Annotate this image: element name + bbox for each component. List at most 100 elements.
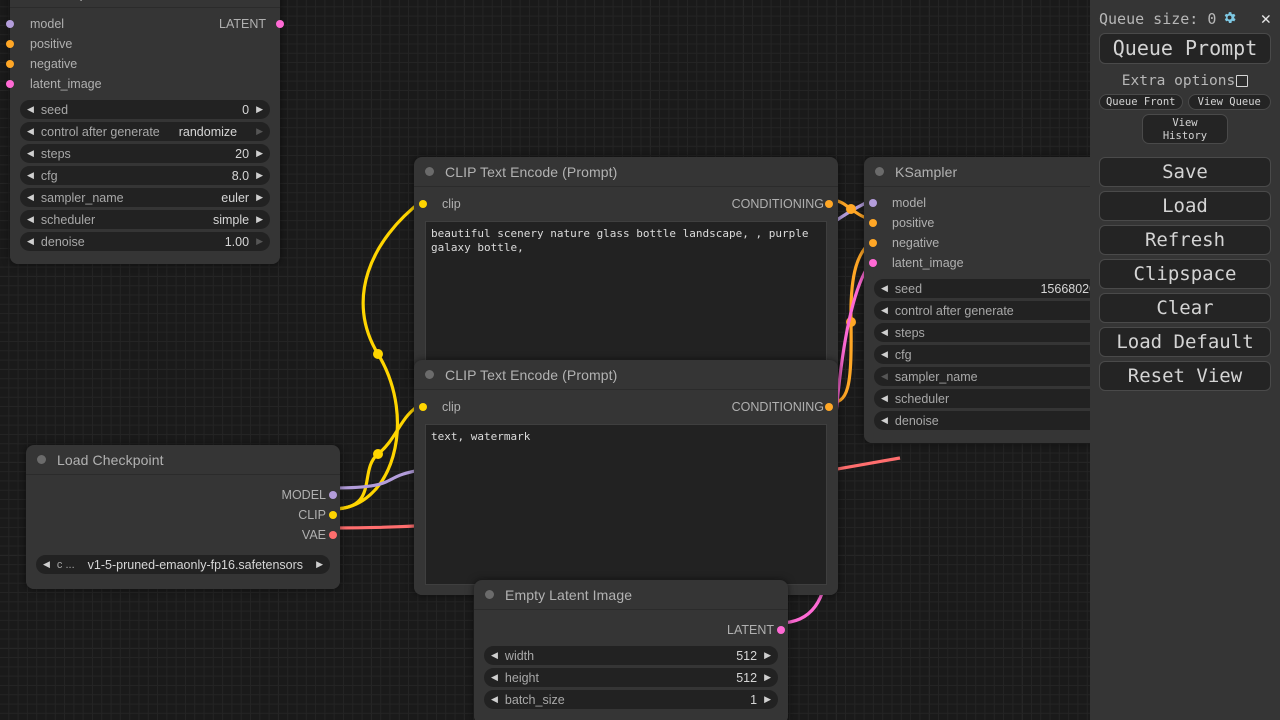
collapse-icon[interactable]	[37, 455, 46, 464]
node-empty-latent-image[interactable]: Empty Latent Image LATENT ◀ width 512 ▶ …	[474, 580, 788, 720]
output-dot-conditioning[interactable]	[825, 403, 833, 411]
load-default-button[interactable]: Load Default	[1099, 327, 1271, 357]
slot-latent-image[interactable]: latent_image	[6, 74, 280, 94]
load-button[interactable]: Load	[1099, 191, 1271, 221]
view-history-button[interactable]: View History	[1142, 114, 1228, 144]
output-dot-model[interactable]	[329, 491, 337, 499]
widget-control-after-generate[interactable]: ◀ control after generate ran	[874, 301, 1124, 320]
queue-prompt-button[interactable]: Queue Prompt	[1099, 33, 1271, 64]
slot-model-out[interactable]: MODEL	[26, 485, 340, 505]
decrement-icon[interactable]: ◀	[881, 305, 888, 315]
collapse-icon[interactable]	[425, 370, 434, 379]
decrement-icon[interactable]: ◀	[491, 650, 498, 660]
slot-negative[interactable]: negative	[6, 54, 280, 74]
increment-icon[interactable]: ▶	[256, 148, 263, 158]
widget-scheduler[interactable]: ◀ scheduler simple ▶	[20, 210, 270, 229]
decrement-icon[interactable]: ◀	[27, 148, 34, 158]
input-dot-clip[interactable]	[419, 200, 427, 208]
widget-steps[interactable]: ◀ steps 20 ▶	[20, 144, 270, 163]
increment-icon[interactable]: ▶	[256, 104, 263, 114]
input-dot-negative[interactable]	[869, 239, 877, 247]
input-dot-latent-image[interactable]	[869, 259, 877, 267]
reset-view-button[interactable]: Reset View	[1099, 361, 1271, 391]
slot-positive[interactable]: positive	[6, 34, 280, 54]
extra-options-checkbox[interactable]	[1236, 75, 1249, 87]
node-title-bar[interactable]: Empty Latent Image	[474, 580, 788, 609]
node-load-checkpoint[interactable]: Load Checkpoint MODEL CLIP VAE ◀ c ... v…	[26, 445, 340, 589]
close-icon[interactable]: ✕	[1260, 8, 1271, 29]
increment-icon[interactable]: ▶	[316, 559, 323, 569]
input-dot-clip[interactable]	[419, 403, 427, 411]
decrement-icon[interactable]: ◀	[881, 415, 888, 425]
node-title-bar[interactable]: CLIP Text Encode (Prompt)	[414, 157, 838, 186]
gear-icon[interactable]	[1222, 10, 1237, 28]
input-dot-negative[interactable]	[6, 60, 14, 68]
collapse-icon[interactable]	[425, 167, 434, 176]
save-button[interactable]: Save	[1099, 157, 1271, 187]
decrement-icon[interactable]: ◀	[27, 236, 34, 246]
increment-icon[interactable]: ▶	[256, 236, 263, 246]
widget-height[interactable]: ◀ height 512 ▶	[484, 668, 778, 687]
widget-ckpt-name[interactable]: ◀ c ... v1-5-pruned-emaonly-fp16.safeten…	[36, 555, 330, 574]
slot-model[interactable]: model	[864, 193, 1134, 213]
input-dot-latent-image[interactable]	[6, 80, 14, 88]
view-queue-button[interactable]: View Queue	[1187, 94, 1271, 110]
decrement-icon[interactable]: ◀	[881, 371, 888, 381]
decrement-icon[interactable]: ◀	[491, 694, 498, 704]
node-title-bar[interactable]: KSampler	[10, 0, 280, 7]
output-dot-vae[interactable]	[329, 531, 337, 539]
widget-control-after-generate[interactable]: ◀ control after generate randomize ▶	[20, 122, 270, 141]
input-dot-positive[interactable]	[6, 40, 14, 48]
widget-scheduler[interactable]: ◀ scheduler	[874, 389, 1124, 408]
widget-sampler-name[interactable]: ◀ sampler_name euler ▶	[20, 188, 270, 207]
increment-icon[interactable]: ▶	[256, 214, 263, 224]
decrement-icon[interactable]: ◀	[881, 349, 888, 359]
widget-denoise[interactable]: ◀ denoise 1.00 ▶	[20, 232, 270, 251]
decrement-icon[interactable]: ◀	[27, 126, 34, 136]
slot-clip-out[interactable]: CLIP	[26, 505, 340, 525]
node-ksampler-right[interactable]: KSampler model positive negative latent_…	[864, 157, 1134, 443]
decrement-icon[interactable]: ◀	[491, 672, 498, 682]
decrement-icon[interactable]: ◀	[43, 559, 50, 569]
input-dot-positive[interactable]	[869, 219, 877, 227]
slot-latent-out[interactable]: LATENT	[474, 620, 788, 640]
slot-clip[interactable]: clip CONDITIONING	[414, 396, 838, 418]
input-dot-model[interactable]	[6, 20, 14, 28]
decrement-icon[interactable]: ◀	[27, 170, 34, 180]
output-dot-latent[interactable]	[276, 20, 284, 28]
increment-icon[interactable]: ▶	[764, 672, 771, 682]
increment-icon[interactable]: ▶	[256, 170, 263, 180]
output-dot-conditioning[interactable]	[825, 200, 833, 208]
node-title-bar[interactable]: Load Checkpoint	[26, 445, 340, 474]
decrement-icon[interactable]: ◀	[27, 104, 34, 114]
widget-sampler-name[interactable]: ◀ sampler_name	[874, 367, 1124, 386]
increment-icon[interactable]: ▶	[764, 694, 771, 704]
slot-vae-out[interactable]: VAE	[26, 525, 340, 545]
increment-icon[interactable]: ▶	[256, 192, 263, 202]
node-ksampler-left[interactable]: KSampler model LATENT positive negative …	[6, 0, 284, 264]
decrement-icon[interactable]: ◀	[881, 393, 888, 403]
widget-cfg[interactable]: ◀ cfg 8.0 ▶	[20, 166, 270, 185]
extra-options-row[interactable]: Extra options	[1099, 70, 1271, 92]
widget-seed[interactable]: ◀ seed 0 ▶	[20, 100, 270, 119]
slot-latent-image[interactable]: latent_image	[864, 253, 1134, 273]
slot-negative[interactable]: negative	[864, 233, 1134, 253]
collapse-icon[interactable]	[875, 167, 884, 176]
decrement-icon[interactable]: ◀	[27, 192, 34, 202]
output-dot-latent[interactable]	[777, 626, 785, 634]
prompt-textarea[interactable]: beautiful scenery nature glass bottle la…	[425, 221, 827, 376]
decrement-icon[interactable]: ◀	[881, 283, 888, 293]
widget-seed[interactable]: ◀ seed 1566802087	[874, 279, 1124, 298]
slot-model[interactable]: model LATENT	[6, 14, 284, 34]
refresh-button[interactable]: Refresh	[1099, 225, 1271, 255]
input-dot-model[interactable]	[869, 199, 877, 207]
increment-icon[interactable]: ▶	[256, 126, 263, 136]
decrement-icon[interactable]: ◀	[27, 214, 34, 224]
widget-denoise[interactable]: ◀ denoise	[874, 411, 1124, 430]
clear-button[interactable]: Clear	[1099, 293, 1271, 323]
slot-positive[interactable]: positive	[864, 213, 1134, 233]
slot-clip[interactable]: clip CONDITIONING	[414, 193, 838, 215]
collapse-icon[interactable]	[485, 590, 494, 599]
node-clip-text-encode-negative[interactable]: CLIP Text Encode (Prompt) clip CONDITION…	[414, 360, 838, 595]
node-title-bar[interactable]: KSampler	[864, 157, 1134, 186]
